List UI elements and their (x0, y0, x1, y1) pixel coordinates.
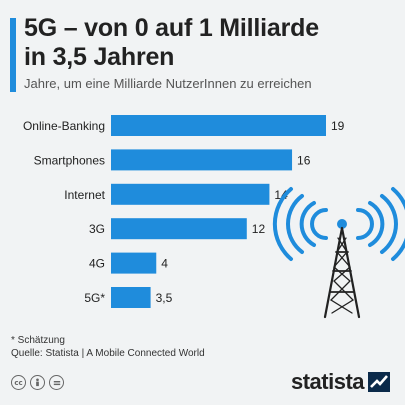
category-label: 4G (89, 257, 105, 271)
bar[interactable] (111, 115, 326, 136)
page-title: 5G – von 0 auf 1 Milliarde in 3,5 Jahren (24, 14, 394, 72)
value-label: 12 (252, 222, 266, 236)
page-subtitle: Jahre, um eine Milliarde NutzerInnen zu … (24, 76, 312, 91)
value-label: 16 (297, 153, 311, 167)
antenna-tower-icon (272, 187, 405, 319)
bar[interactable] (111, 149, 293, 171)
statista-logo-icon (368, 372, 391, 392)
value-label: 3,5 (156, 291, 173, 305)
bar[interactable] (111, 218, 247, 240)
value-label: 19 (331, 119, 345, 133)
title-line-1: 5G – von 0 auf 1 Milliarde (24, 14, 319, 42)
bar[interactable] (111, 183, 270, 205)
footnote: * Schätzung (11, 335, 65, 346)
license-icons: cc (11, 375, 64, 390)
category-label: Smartphones (34, 153, 105, 167)
category-label: Online-Banking (23, 119, 105, 133)
category-label: Internet (64, 188, 105, 202)
cc-icon[interactable]: cc (11, 375, 26, 390)
accent-bar (10, 18, 16, 92)
value-label: 4 (161, 257, 168, 271)
category-label: 3G (89, 222, 105, 236)
title-line-2: in 3,5 Jahren (24, 43, 175, 71)
statista-logo[interactable]: statista (291, 369, 391, 395)
category-label: 5G* (84, 291, 105, 305)
bar[interactable] (111, 252, 157, 274)
logo-text: statista (291, 369, 365, 394)
source-text: Quelle: Statista | A Mobile Connected Wo… (11, 348, 205, 359)
by-icon[interactable] (30, 375, 45, 390)
nd-icon[interactable] (49, 375, 64, 390)
bar[interactable] (111, 287, 151, 308)
